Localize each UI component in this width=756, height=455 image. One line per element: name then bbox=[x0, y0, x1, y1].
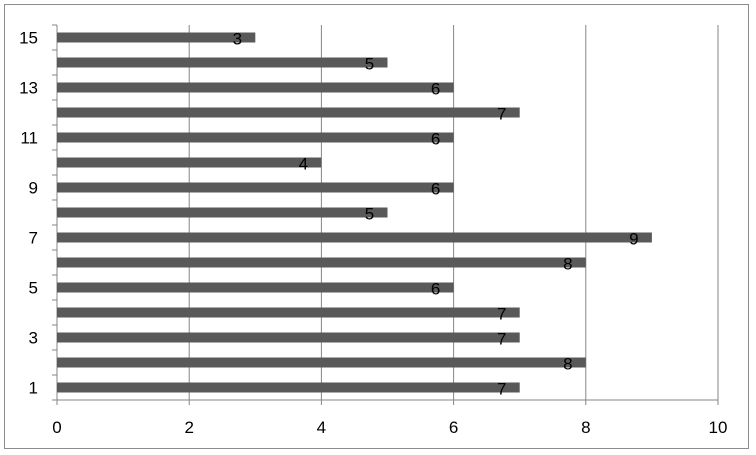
y-tick-label: 15 bbox=[19, 29, 38, 48]
x-tick-label: 4 bbox=[317, 418, 326, 437]
bar bbox=[57, 382, 520, 393]
y-tick-label: 13 bbox=[19, 79, 38, 98]
bar bbox=[57, 257, 586, 268]
bar bbox=[57, 107, 520, 118]
bar bbox=[57, 57, 388, 68]
data-label: 7 bbox=[497, 330, 506, 349]
x-tick-label: 10 bbox=[709, 418, 728, 437]
data-label: 6 bbox=[431, 130, 440, 149]
x-tick-label: 8 bbox=[581, 418, 590, 437]
bar bbox=[57, 207, 388, 218]
data-label: 7 bbox=[497, 305, 506, 324]
data-label: 6 bbox=[431, 180, 440, 199]
x-tick-label: 6 bbox=[449, 418, 458, 437]
data-label: 8 bbox=[563, 255, 572, 274]
bar bbox=[57, 332, 520, 343]
data-label: 3 bbox=[233, 30, 242, 49]
y-tick-label: 1 bbox=[29, 379, 38, 398]
y-tick-label: 11 bbox=[20, 129, 38, 148]
bar bbox=[57, 232, 652, 243]
bar bbox=[57, 307, 520, 318]
data-label: 8 bbox=[563, 355, 572, 374]
data-label: 7 bbox=[497, 105, 506, 124]
y-tick-label: 9 bbox=[29, 179, 38, 198]
chart-frame bbox=[4, 4, 749, 449]
y-tick-label: 7 bbox=[29, 229, 38, 248]
data-label: 5 bbox=[365, 205, 374, 224]
x-tick-label: 0 bbox=[52, 418, 61, 437]
data-label: 4 bbox=[299, 155, 308, 174]
y-tick-label: 5 bbox=[29, 279, 38, 298]
bar bbox=[57, 132, 454, 143]
data-label: 9 bbox=[629, 230, 638, 249]
data-label: 6 bbox=[431, 280, 440, 299]
bar bbox=[57, 157, 322, 168]
data-label: 7 bbox=[497, 380, 506, 399]
x-tick-label: 2 bbox=[184, 418, 193, 437]
bar bbox=[57, 182, 454, 193]
bar bbox=[57, 357, 586, 368]
bar bbox=[57, 282, 454, 293]
data-label: 5 bbox=[365, 55, 374, 74]
bar bbox=[57, 82, 454, 93]
bar bbox=[57, 32, 256, 43]
y-tick-label: 3 bbox=[29, 329, 38, 348]
data-label: 6 bbox=[431, 80, 440, 99]
